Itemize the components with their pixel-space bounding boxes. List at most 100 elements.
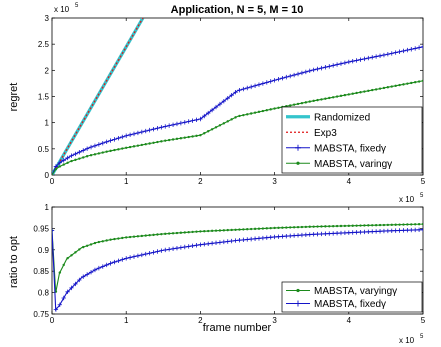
data-point [209, 241, 215, 246]
data-point [166, 247, 172, 252]
data-point [164, 139, 167, 142]
legend-label: MABSTA, fixedγ [314, 299, 386, 310]
data-point [163, 124, 168, 129]
data-point [362, 229, 367, 235]
data-point [264, 80, 269, 85]
data-point [213, 240, 219, 246]
data-point [406, 223, 409, 226]
data-point [101, 151, 104, 154]
data-point [264, 235, 269, 240]
x-multiplier-ratio: x 10 5 [399, 334, 424, 345]
data-point [97, 240, 101, 244]
data-point [222, 122, 226, 125]
y-multiplier: x 10 5 [54, 3, 79, 14]
data-point [217, 101, 223, 107]
data-point [183, 231, 186, 234]
data-point [303, 69, 309, 75]
data-point [373, 54, 379, 59]
legend-label: MABSTA, fixedγ [314, 143, 386, 154]
data-point [155, 249, 160, 254]
data-point [355, 91, 358, 95]
data-point [386, 223, 390, 227]
data-point [308, 100, 311, 103]
data-point [221, 98, 227, 104]
data-point [237, 87, 242, 93]
data-point [109, 238, 112, 241]
data-point [377, 229, 383, 234]
data-point [199, 230, 202, 233]
data-point [323, 65, 328, 70]
series-randomized-line [52, 18, 145, 175]
data-point [234, 116, 237, 119]
data-point [74, 158, 77, 162]
data-point [367, 89, 370, 93]
data-point [131, 254, 137, 259]
data-point [260, 81, 266, 86]
data-point [82, 156, 85, 159]
data-point [88, 270, 94, 275]
y-tick-label: 2 [45, 66, 50, 75]
data-point [406, 82, 409, 85]
data-point [292, 103, 296, 106]
data-point [198, 116, 203, 122]
data-point [65, 289, 70, 295]
data-point [53, 307, 59, 312]
data-point [421, 79, 423, 82]
data-point [397, 228, 402, 233]
y-tick-label: 1 [45, 119, 50, 128]
data-point [179, 137, 183, 140]
data-point [413, 223, 417, 226]
data-point [85, 244, 89, 247]
data-point [338, 61, 344, 66]
data-point [53, 164, 59, 169]
data-point [276, 234, 281, 239]
data-point [214, 126, 218, 129]
data-point [371, 88, 374, 92]
data-point [277, 106, 280, 109]
data-point [89, 243, 93, 246]
y-axis-label-ratio: ratio to opt [8, 236, 20, 288]
data-point [202, 242, 207, 247]
data-point [324, 97, 327, 100]
x-tick-label: 1 [124, 177, 129, 186]
data-point [402, 223, 405, 226]
x-tick-label: 5 [421, 177, 426, 186]
data-point [147, 127, 152, 133]
data-point [284, 233, 289, 239]
data-point [147, 251, 152, 256]
data-point [389, 51, 394, 56]
data-point [156, 140, 159, 144]
data-point [409, 47, 414, 52]
y-multiplier-base: x 10 [54, 5, 70, 14]
data-point [269, 108, 272, 111]
data-point [125, 236, 128, 239]
data-point [417, 223, 421, 226]
data-point [304, 225, 308, 229]
data-point [378, 223, 382, 227]
data-point [246, 228, 249, 231]
data-point [242, 228, 245, 231]
data-point [367, 224, 370, 227]
data-point [339, 224, 343, 228]
data-point [405, 228, 410, 233]
data-point [397, 49, 402, 54]
data-point [412, 46, 418, 51]
x-tick-label: 5 [421, 316, 426, 325]
data-point [249, 112, 253, 115]
data-point [315, 231, 320, 237]
data-point [229, 93, 234, 98]
x-multiplier: x 10 5 [399, 193, 424, 204]
data-point [295, 71, 301, 77]
data-point [120, 134, 125, 140]
data-point [109, 149, 112, 153]
data-point [377, 53, 383, 58]
data-point [113, 148, 116, 152]
data-point [139, 129, 145, 135]
ratio-panel: ratio to opt frame number x 10 5 0 1 2 3 4 5 0… [8, 203, 426, 345]
data-point [152, 233, 155, 237]
data-point [186, 244, 191, 249]
series-mabsta-fixed [52, 44, 423, 175]
data-point [218, 229, 222, 232]
data-point [343, 93, 347, 97]
